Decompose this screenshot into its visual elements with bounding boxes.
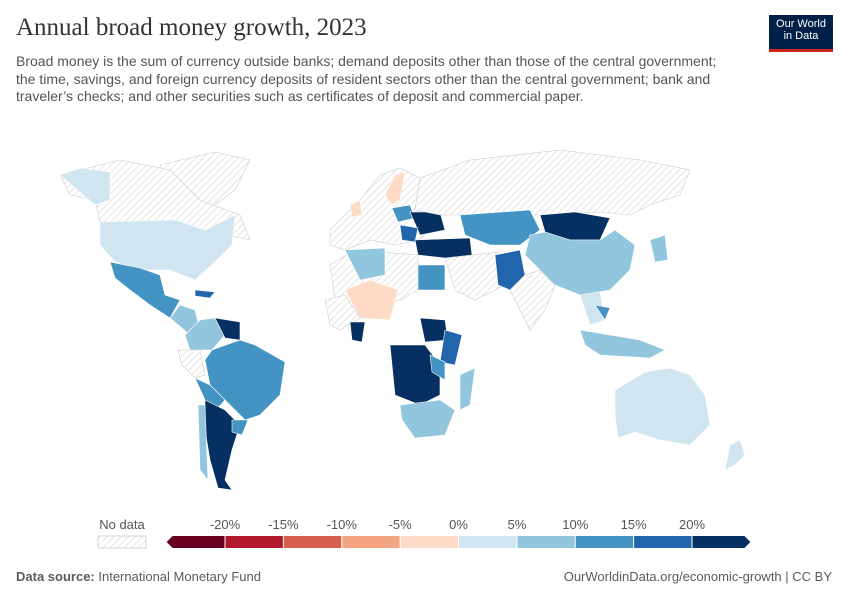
source: Data source: International Monetary Fund bbox=[16, 569, 261, 584]
country bbox=[399, 399, 456, 439]
countries bbox=[59, 149, 746, 491]
legend-tick-label: 15% bbox=[621, 517, 647, 532]
legend-bin bbox=[283, 536, 342, 548]
legend-tick-label: -10% bbox=[327, 517, 358, 532]
legend-bin bbox=[516, 536, 576, 548]
country bbox=[177, 349, 206, 379]
country bbox=[439, 329, 463, 366]
country bbox=[59, 167, 111, 206]
country bbox=[344, 247, 386, 281]
country bbox=[194, 289, 216, 299]
country bbox=[459, 209, 541, 246]
country bbox=[594, 304, 611, 321]
legend-bin bbox=[225, 536, 284, 548]
country bbox=[649, 234, 669, 263]
legend-tick-label: -20% bbox=[210, 517, 241, 532]
legend-bin bbox=[458, 536, 517, 548]
logo[interactable]: Our World in Data bbox=[769, 15, 833, 52]
country bbox=[204, 399, 241, 491]
country bbox=[384, 171, 406, 206]
country bbox=[724, 439, 746, 471]
source-label: Data source: bbox=[16, 569, 95, 584]
country bbox=[399, 224, 419, 243]
country bbox=[349, 199, 363, 218]
no-data-swatch bbox=[97, 535, 147, 549]
legend-bin bbox=[400, 536, 459, 548]
country bbox=[429, 354, 446, 381]
country bbox=[349, 321, 366, 343]
country bbox=[99, 214, 236, 281]
legend-tick-label: 0% bbox=[449, 517, 468, 532]
country bbox=[231, 419, 249, 436]
country bbox=[109, 261, 181, 319]
legend-bin bbox=[341, 536, 401, 548]
legend-tick-label: 20% bbox=[679, 517, 705, 532]
legend-tick-label: 10% bbox=[562, 517, 588, 532]
legend: No data -20% -15% -10% -5% 0% 5% 10% 15% 20% bbox=[97, 517, 751, 549]
country bbox=[344, 279, 399, 321]
title: Annual broad money growth, 2023 bbox=[16, 14, 367, 41]
country bbox=[194, 377, 226, 409]
country bbox=[509, 269, 556, 331]
country bbox=[417, 264, 446, 291]
legend-bin bbox=[692, 536, 751, 548]
footer-url[interactable]: OurWorldinData.org/economic-growth | CC … bbox=[563, 569, 832, 584]
country bbox=[414, 149, 691, 216]
legend-tick-label: -15% bbox=[268, 517, 299, 532]
country bbox=[459, 367, 476, 411]
no-data-label: No data bbox=[99, 517, 145, 532]
legend-tick-label: 5% bbox=[507, 517, 526, 532]
country bbox=[614, 367, 711, 446]
country bbox=[444, 251, 506, 301]
legend-bin bbox=[633, 536, 692, 548]
country bbox=[414, 237, 473, 259]
legend-tick-label: -5% bbox=[389, 517, 413, 532]
country bbox=[579, 329, 666, 359]
country bbox=[389, 344, 441, 406]
legend-bin bbox=[166, 536, 225, 548]
logo-line: Our World bbox=[776, 18, 826, 30]
subtitle: Broad money is the sum of currency outsi… bbox=[16, 53, 717, 104]
logo-line: in Data bbox=[783, 30, 819, 42]
legend-bin bbox=[575, 536, 634, 548]
source-text: International Monetary Fund bbox=[98, 569, 261, 584]
country bbox=[197, 404, 209, 481]
